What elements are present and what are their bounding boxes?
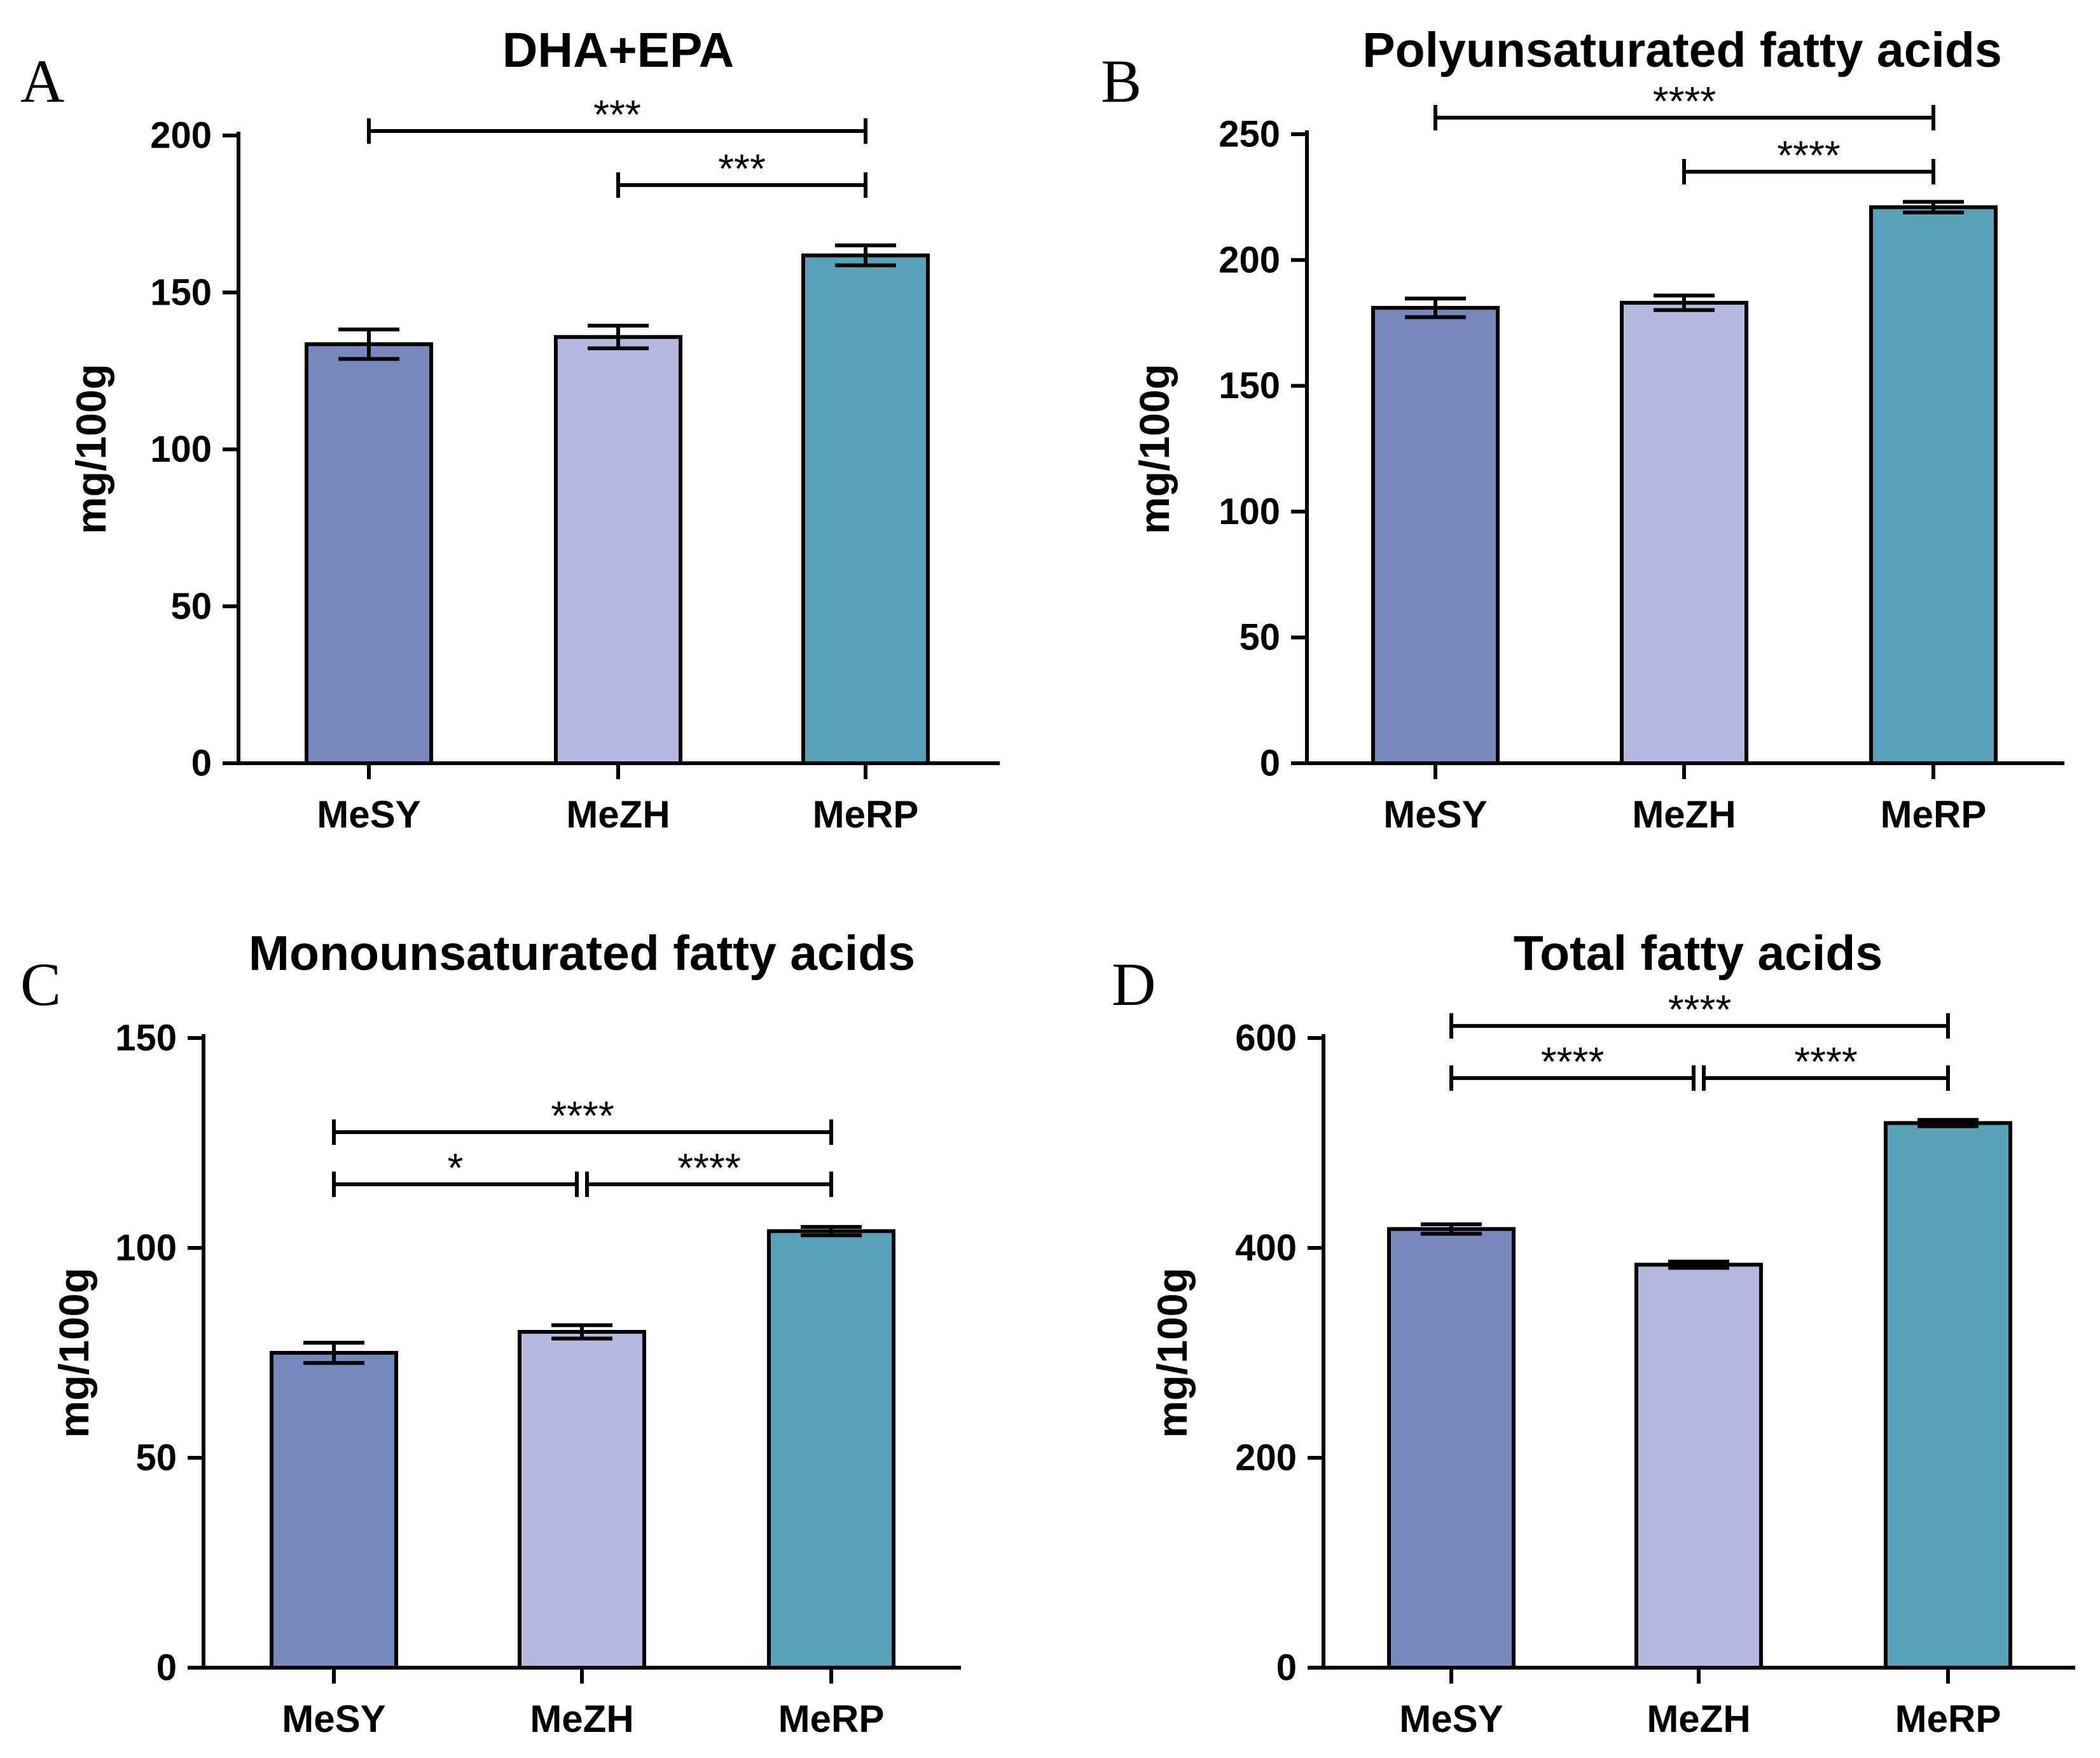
y-tick-label: 150 [150, 272, 212, 313]
plot-area: 0 200 400 600 MeSY MeZH MeRP **** **** **** [1235, 986, 2075, 1740]
bar-merp [767, 1229, 895, 1670]
y-tick-label: 0 [1276, 1647, 1297, 1689]
y-tick-label: 600 [1235, 1018, 1297, 1059]
bar-mesy [305, 342, 433, 765]
y-tick-label: 400 [1235, 1228, 1297, 1269]
significance-label: * [448, 1145, 464, 1191]
chart-title: Monounsaturated fatty acids [249, 926, 915, 981]
bar-merp [1869, 205, 1998, 765]
significance-label: *** [718, 146, 766, 191]
panel-a: A DHA+EPA mg/100g 0 50 100 150 200 MeSY MeZH Me… [20, 23, 1000, 836]
y-axis-label: mg/100g [1131, 364, 1178, 534]
bar-mezh [1634, 1263, 1763, 1670]
significance-label: *** [593, 92, 641, 137]
bar-mezh [1620, 301, 1748, 765]
y-tick-label: 100 [115, 1228, 177, 1269]
y-tick-label: 200 [150, 115, 212, 156]
y-tick-label: 50 [170, 586, 212, 627]
plot-area: 0 50 100 150 200 MeSY MeZH MeRP *** *** [150, 92, 1000, 836]
category-label: MeZH [566, 793, 670, 836]
panel-c: C Monounsaturated fatty acids mg/100g 0 5… [20, 926, 961, 1740]
bar-mesy [270, 1351, 398, 1670]
panel-letter: C [20, 950, 61, 1018]
category-label: MeZH [530, 1698, 633, 1740]
bar-mezh [518, 1330, 646, 1670]
significance-label: **** [1541, 1039, 1605, 1084]
significance-label: **** [1668, 986, 1732, 1032]
y-tick-label: 200 [1235, 1437, 1297, 1479]
bar-mezh [554, 335, 682, 765]
category-label: MeRP [778, 1698, 885, 1740]
y-tick-label: 150 [1219, 365, 1280, 406]
bar-mesy [1387, 1227, 1516, 1670]
plot-area: 0 50 100 150 200 250 MeSY MeZH MeRP **** **** [1219, 78, 2064, 836]
category-label: MeRP [813, 793, 919, 836]
y-axis-label: mg/100g [67, 364, 114, 534]
panel-letter: B [1101, 47, 1142, 115]
y-tick-label: 100 [150, 429, 212, 470]
y-tick-label: 100 [1219, 491, 1280, 532]
y-tick-label: 150 [115, 1018, 177, 1059]
panel-b: B Polyunsaturated fatty acids mg/100g 0 5… [1101, 23, 2064, 836]
y-tick-label: 0 [156, 1647, 177, 1689]
category-label: MeSY [1383, 793, 1487, 836]
category-label: MeSY [282, 1698, 385, 1740]
panel-d: D Total fatty acids mg/100g 0 200 400 600 Me… [1112, 926, 2075, 1740]
y-tick-label: 0 [1260, 743, 1280, 784]
bar-mesy [1371, 305, 1500, 765]
significance-label: **** [1794, 1039, 1858, 1084]
y-tick-label: 50 [135, 1437, 177, 1479]
panel-letter: D [1112, 950, 1156, 1018]
chart-title: Total fatty acids [1514, 926, 1882, 981]
chart-title: DHA+EPA [502, 23, 734, 78]
category-label: MeZH [1647, 1698, 1750, 1740]
y-axis-label: mg/100g [50, 1268, 97, 1438]
significance-label: **** [1653, 78, 1717, 124]
y-tick-label: 200 [1219, 239, 1280, 280]
bar-merp [801, 253, 930, 765]
y-axis-label: mg/100g [1149, 1268, 1196, 1438]
significance-label: **** [551, 1093, 614, 1139]
category-label: MeSY [317, 793, 420, 836]
y-tick-label: 50 [1239, 617, 1280, 658]
panel-letter: A [20, 47, 64, 115]
category-label: MeRP [1881, 793, 1987, 836]
y-tick-label: 250 [1219, 114, 1280, 155]
chart-title: Polyunsaturated fatty acids [1362, 23, 2002, 78]
category-label: MeRP [1895, 1698, 2001, 1740]
y-tick-label: 0 [191, 743, 212, 784]
category-label: MeSY [1399, 1698, 1503, 1740]
significance-label: **** [1777, 132, 1841, 178]
significance-label: **** [677, 1145, 741, 1191]
bar-merp [1884, 1121, 2012, 1670]
category-label: MeZH [1632, 793, 1736, 836]
